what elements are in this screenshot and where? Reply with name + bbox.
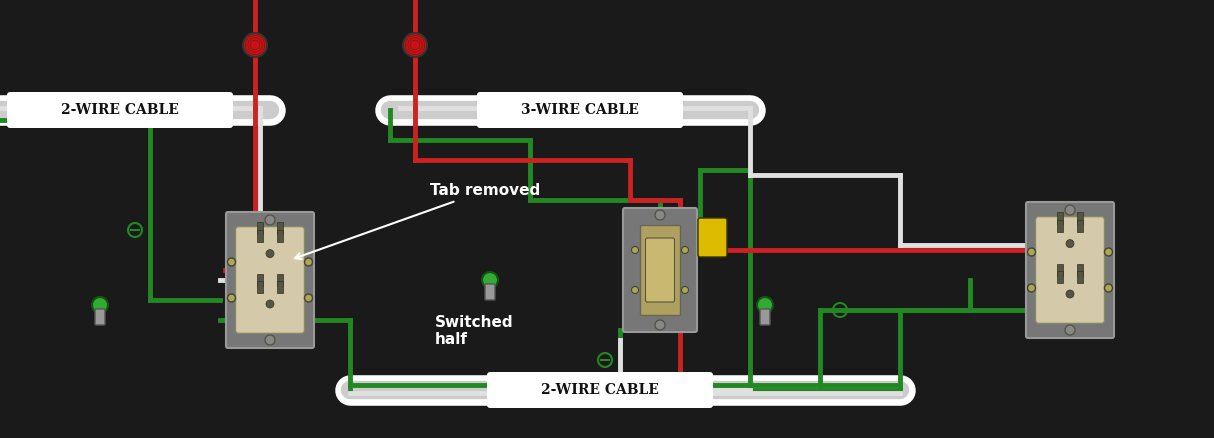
FancyBboxPatch shape (623, 208, 697, 332)
Circle shape (1027, 284, 1036, 292)
Bar (277, 281, 283, 293)
FancyBboxPatch shape (226, 212, 314, 348)
Text: Tab removed: Tab removed (295, 183, 540, 259)
FancyBboxPatch shape (236, 226, 305, 333)
Bar (277, 274, 283, 286)
FancyBboxPatch shape (646, 238, 675, 302)
Circle shape (227, 294, 236, 302)
Text: 2-WIRE CABLE: 2-WIRE CABLE (61, 103, 178, 117)
Circle shape (631, 247, 639, 254)
Bar (1057, 219, 1063, 232)
Text: 3-WIRE CABLE: 3-WIRE CABLE (521, 103, 639, 117)
Bar (1077, 219, 1083, 232)
Circle shape (482, 272, 498, 288)
FancyBboxPatch shape (486, 284, 495, 300)
Circle shape (1105, 284, 1112, 292)
Circle shape (1066, 290, 1074, 298)
Circle shape (266, 250, 274, 258)
Circle shape (758, 297, 773, 313)
Bar (257, 230, 263, 242)
Bar (1057, 264, 1063, 276)
Text: 2-WIRE CABLE: 2-WIRE CABLE (541, 383, 659, 397)
Circle shape (1027, 248, 1036, 256)
Circle shape (1105, 248, 1112, 256)
Circle shape (656, 320, 665, 330)
Circle shape (305, 294, 312, 302)
Circle shape (1066, 240, 1074, 247)
Bar (1077, 271, 1083, 283)
Circle shape (631, 286, 639, 293)
FancyBboxPatch shape (477, 92, 683, 128)
Circle shape (1065, 325, 1076, 335)
FancyBboxPatch shape (1026, 202, 1114, 338)
FancyBboxPatch shape (487, 372, 713, 408)
Circle shape (681, 247, 688, 254)
Circle shape (305, 258, 312, 266)
Circle shape (656, 210, 665, 220)
Circle shape (265, 335, 276, 345)
FancyBboxPatch shape (7, 92, 233, 128)
Bar (277, 230, 283, 242)
Circle shape (92, 297, 108, 313)
Bar (257, 223, 263, 234)
Bar (1077, 212, 1083, 224)
Bar (257, 281, 263, 293)
Circle shape (1065, 205, 1076, 215)
FancyBboxPatch shape (698, 218, 727, 257)
Circle shape (681, 286, 688, 293)
Circle shape (243, 33, 267, 57)
Circle shape (266, 300, 274, 308)
FancyBboxPatch shape (95, 309, 104, 325)
Bar (1077, 264, 1083, 276)
FancyBboxPatch shape (1036, 217, 1105, 323)
Bar (640, 225, 680, 315)
Circle shape (227, 258, 236, 266)
Bar (257, 274, 263, 286)
Bar (277, 223, 283, 234)
Bar (1057, 212, 1063, 224)
FancyBboxPatch shape (760, 309, 770, 325)
Bar (1057, 271, 1063, 283)
Circle shape (403, 33, 427, 57)
Circle shape (265, 215, 276, 225)
Text: Switched
half: Switched half (435, 315, 514, 347)
